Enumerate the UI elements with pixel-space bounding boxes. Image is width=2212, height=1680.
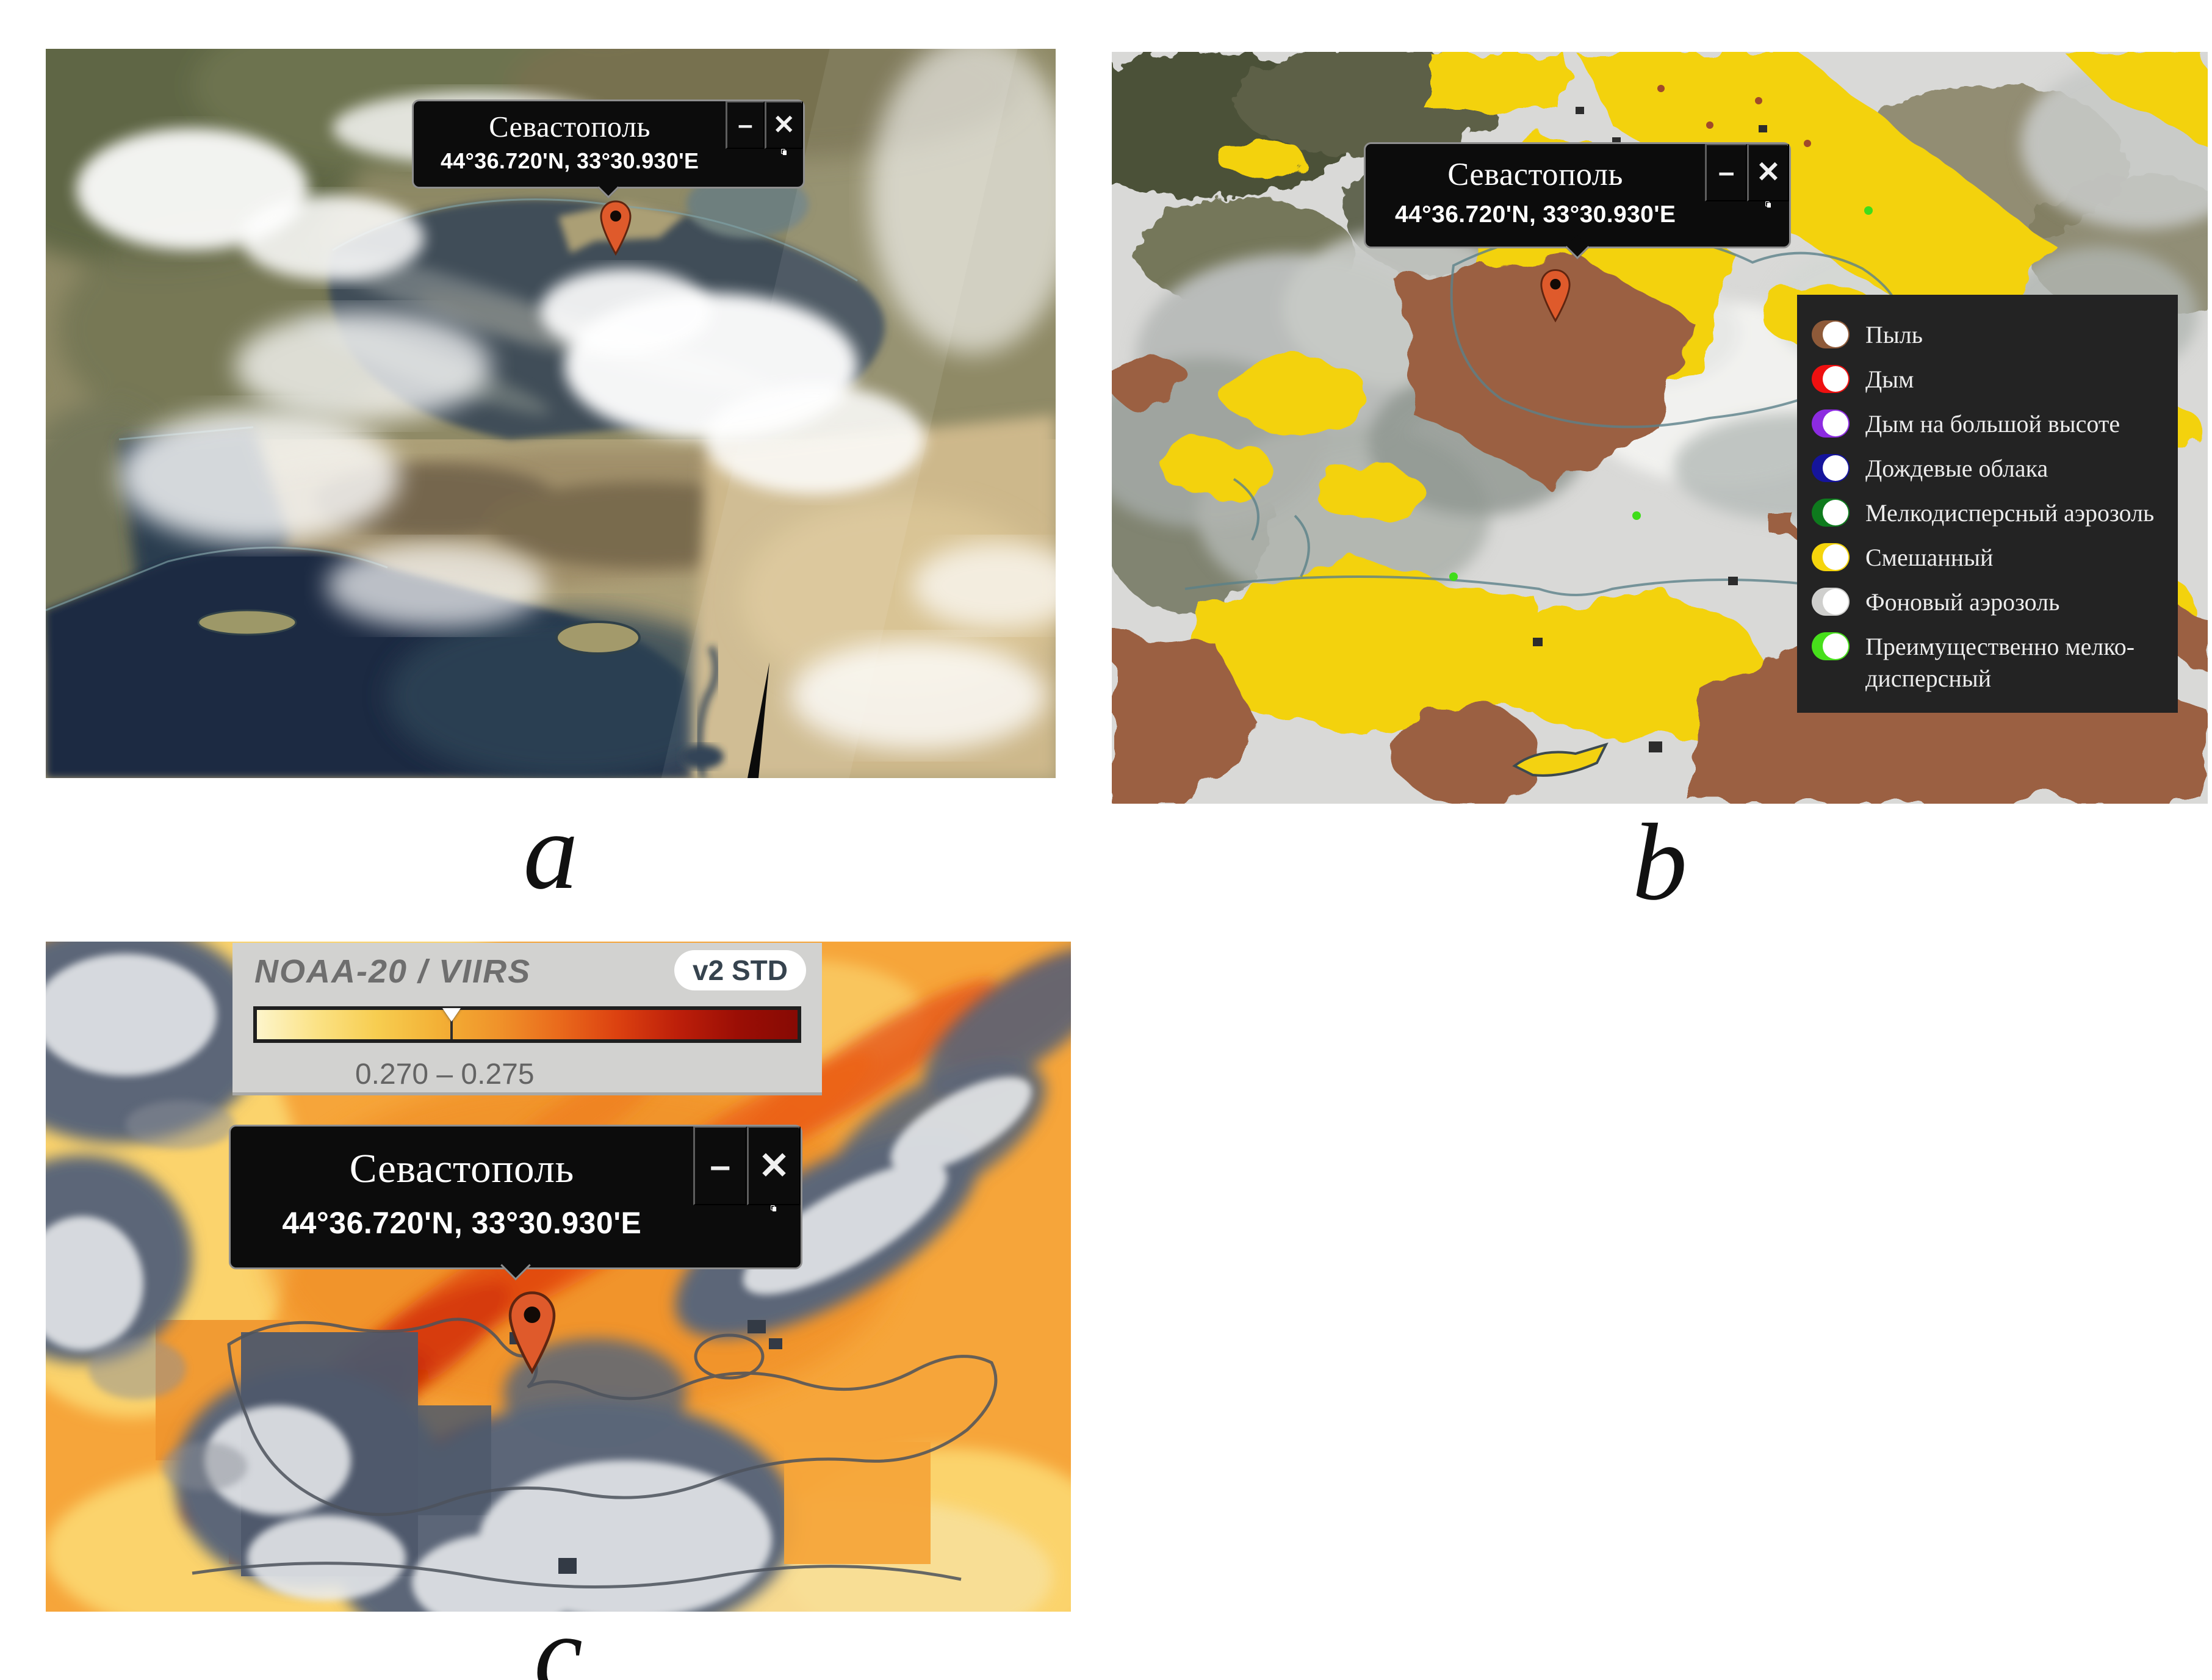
legend-item-mixed: Смешанный [1812,542,2162,574]
popup-coordinates: 44°36.720'N, 33°30.930'E [1394,201,1676,228]
caption-a: a [523,790,578,912]
map-panel-a-true-color[interactable]: Севастополь – ✕ 44°36.720'N, 33°30.930'E [46,49,1056,778]
legend-item-high-smoke: Дым на большой высоте [1812,408,2162,440]
map-panel-c-aod[interactable]: NOAA-20 / VIIRS v2 STD 0.270 – 0.275 Сев… [46,942,1071,1612]
close-button[interactable]: ✕ [764,101,803,150]
caption-c: c [534,1593,583,1680]
copy-coordinates-button[interactable] [771,1205,777,1212]
location-popup: Севастополь – ✕ 44°36.720'N, 33°30.930'E [229,1125,802,1281]
legend-swatch-icon [1812,409,1850,438]
minimize-button[interactable]: – [726,101,765,150]
legend-item-background-aerosol: Фоновый аэрозоль [1812,586,2162,618]
popup-title: Севастополь [1447,157,1623,193]
copy-icon [1765,201,1771,208]
close-button[interactable]: ✕ [1747,144,1789,202]
aod-colorbar[interactable] [253,1006,801,1043]
legend-swatch-icon [1812,499,1850,527]
colorbar-panel: NOAA-20 / VIIRS v2 STD 0.270 – 0.275 [232,943,822,1095]
colorbar-range-label: 0.270 – 0.275 [355,1058,535,1091]
aerosol-type-legend: Пыль Дым Дым на большой высоте Дождевые … [1797,295,2178,713]
location-marker-pin[interactable] [506,1285,558,1380]
close-button[interactable]: ✕ [746,1127,801,1206]
legend-item-smoke: Дым [1812,364,2162,395]
colorbar-marker-line [450,1010,453,1039]
legend-item-mostly-fine: Преимущественно мелко-дисперсный [1812,631,2162,694]
caption-b: b [1632,801,1687,923]
colorbar-marker-icon [442,1008,461,1031]
legend-swatch-icon [1812,543,1850,571]
legend-swatch-icon [1812,588,1850,616]
location-marker-pin[interactable] [599,195,633,260]
minimize-button[interactable]: – [1705,144,1748,202]
copy-icon [780,149,787,156]
legend-swatch-icon [1812,632,1850,660]
location-marker-pin[interactable] [1539,259,1572,331]
popup-coordinates: 44°36.720'N, 33°30.930'E [440,149,699,174]
legend-swatch-icon [1812,365,1850,393]
popup-coordinates: 44°36.720'N, 33°30.930'E [282,1206,642,1241]
copy-coordinates-button[interactable] [1765,201,1771,208]
map-panel-b-aerosol-type[interactable]: Севастополь – ✕ 44°36.720'N, 33°30.930'E… [1112,52,2208,804]
popup-title: Севастополь [349,1145,574,1191]
legend-swatch-icon [1812,320,1850,348]
location-popup: Севастополь – ✕ 44°36.720'N, 33°30.930'E [1364,142,1791,259]
legend-item-fine-aerosol: Мелкодисперсный аэрозоль [1812,497,2162,529]
copy-icon [771,1205,777,1212]
satellite-map-art-a [46,49,1056,778]
legend-item-rain-clouds: Дождевые облака [1812,453,2162,485]
version-badge: v2 STD [674,950,806,990]
instrument-label: NOAA-20 / VIIRS [254,953,531,990]
copy-coordinates-button[interactable] [780,149,787,156]
minimize-button[interactable]: – [693,1127,747,1206]
legend-item-dust: Пыль [1812,319,2162,351]
location-popup: Севастополь – ✕ 44°36.720'N, 33°30.930'E [412,99,805,199]
legend-swatch-icon [1812,454,1850,482]
popup-title: Севастополь [489,110,650,143]
